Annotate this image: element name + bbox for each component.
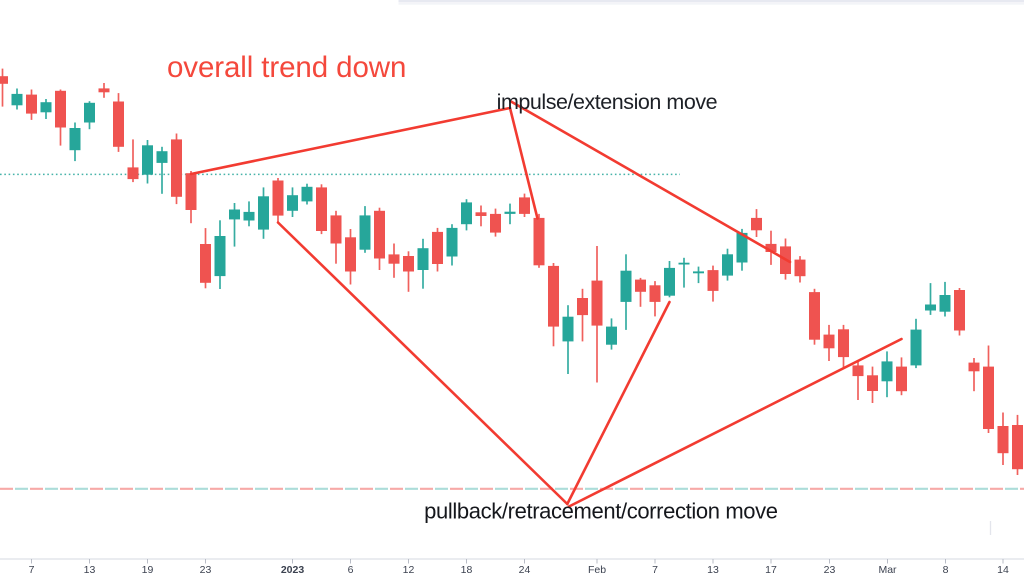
svg-text:12: 12 [403,564,415,576]
svg-text:23: 23 [824,564,836,576]
svg-text:pullback/retracement/correctio: pullback/retracement/correction move [424,499,778,524]
svg-text:19: 19 [142,564,154,576]
svg-text:13: 13 [84,564,96,576]
svg-text:13: 13 [707,564,719,576]
svg-text:23: 23 [200,564,212,576]
svg-text:Feb: Feb [588,564,606,576]
svg-text:18: 18 [461,564,473,576]
svg-text:Mar: Mar [878,564,897,576]
svg-text:8: 8 [943,564,949,576]
svg-text:14: 14 [997,564,1009,576]
svg-text:impulse/extension move: impulse/extension move [497,90,718,114]
svg-text:17: 17 [765,564,777,576]
svg-text:7: 7 [29,564,35,576]
svg-text:2023: 2023 [281,564,305,576]
svg-text:6: 6 [348,564,354,576]
svg-text:overall trend down: overall trend down [167,51,406,84]
svg-text:24: 24 [519,564,531,576]
svg-text:7: 7 [652,564,658,576]
